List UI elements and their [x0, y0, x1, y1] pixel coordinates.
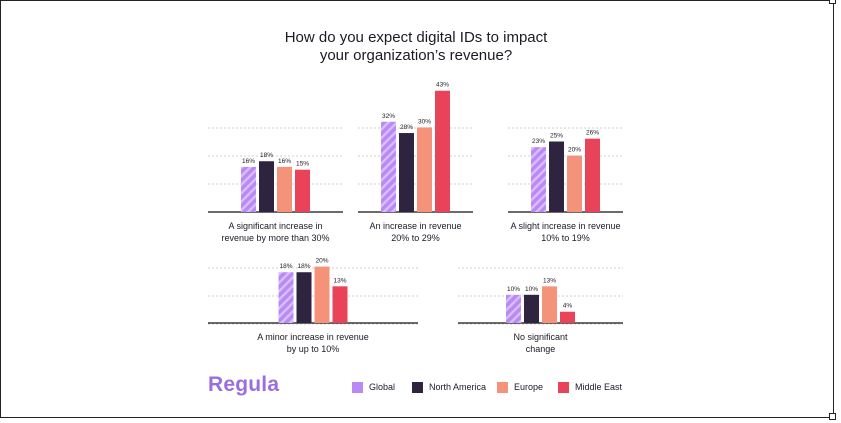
bar-value-label: 43% [436, 82, 449, 89]
page-border-bottom [0, 417, 834, 418]
legend-item-middle-east: Middle East [558, 379, 622, 395]
bar-value-label: 26% [586, 130, 599, 137]
bar-middle-east [560, 311, 575, 323]
bar-europe [567, 155, 582, 212]
regula-logo: Regula [208, 373, 280, 396]
category-label-line-2: 10% to 19% [541, 233, 590, 243]
resize-handle-bottom-right[interactable] [829, 413, 836, 420]
bar-global [278, 272, 294, 323]
bar-middle-east [585, 138, 600, 212]
bar-value-label: 18% [297, 263, 310, 270]
page-border [0, 0, 834, 418]
bar-value-label: 16% [242, 158, 255, 165]
bar-global [531, 147, 546, 212]
legend-swatch-global [352, 381, 363, 393]
bar-north-america [259, 161, 274, 212]
category-label-line-1: No significant [513, 332, 568, 342]
bar-global [381, 121, 396, 212]
legend-swatch-europe [497, 381, 508, 393]
bar-value-label: 13% [333, 277, 346, 284]
bar-global [506, 294, 521, 323]
category-label-line-1: A minor increase in revenue [257, 332, 369, 342]
bar-value-label: 32% [382, 113, 395, 120]
bar-value-label: 23% [532, 138, 545, 145]
bar-value-label: 20% [315, 258, 328, 265]
legend-swatch-middle-east [558, 381, 569, 393]
bar-value-label: 15% [296, 161, 309, 168]
category-label-line-1: An increase in revenue [369, 221, 461, 231]
bar-value-label: 25% [550, 133, 563, 140]
chart-title-line-2: your organization’s revenue? [319, 47, 513, 64]
bar-middle-east [435, 90, 450, 212]
resize-handle-top-right[interactable] [829, 0, 836, 4]
category-label-line-1: A slight increase in revenue [510, 221, 620, 231]
bar-europe [542, 286, 557, 323]
bar-value-label: 18% [260, 152, 273, 159]
legend-label-europe: Europe [514, 382, 544, 392]
bar-north-america [399, 133, 414, 212]
bar-north-america [296, 272, 312, 323]
bar-value-label: 16% [278, 158, 291, 165]
bar-middle-east [332, 286, 348, 323]
legend-item-europe: Europe [497, 379, 543, 395]
bar-value-label: 13% [543, 277, 556, 284]
bar-value-label: 18% [279, 263, 292, 270]
category-label-line-2: 20% to 29% [391, 233, 440, 243]
bar-global [241, 166, 256, 212]
category-label-line-2: by up to 10% [287, 344, 340, 354]
legend-item-north-america: North America [412, 379, 486, 395]
bar-europe [277, 166, 292, 212]
legend-label-middle-east: Middle East [575, 382, 623, 392]
bar-europe [314, 266, 330, 323]
bar-value-label: 10% [507, 286, 520, 293]
category-label-line-1: A significant increase in [228, 221, 322, 231]
bar-value-label: 20% [568, 147, 581, 154]
chart-title-line-1: How do you expect digital IDs to impact [284, 29, 548, 46]
bar-north-america [549, 141, 564, 212]
bar-value-label: 4% [563, 303, 573, 310]
legend-swatch-north-america [412, 381, 423, 393]
legend-label-north-america: North America [429, 382, 487, 392]
legend-label-global: Global [369, 382, 396, 392]
bar-north-america [524, 294, 539, 323]
bar-value-label: 28% [400, 124, 413, 131]
bar-europe [417, 127, 432, 212]
bar-middle-east [295, 169, 310, 212]
category-label-line-2: change [526, 344, 556, 354]
category-label-line-2: revenue by more than 30% [221, 233, 329, 243]
legend-item-global: Global [352, 379, 395, 395]
bar-value-label: 10% [525, 286, 538, 293]
bar-value-label: 30% [418, 118, 431, 125]
